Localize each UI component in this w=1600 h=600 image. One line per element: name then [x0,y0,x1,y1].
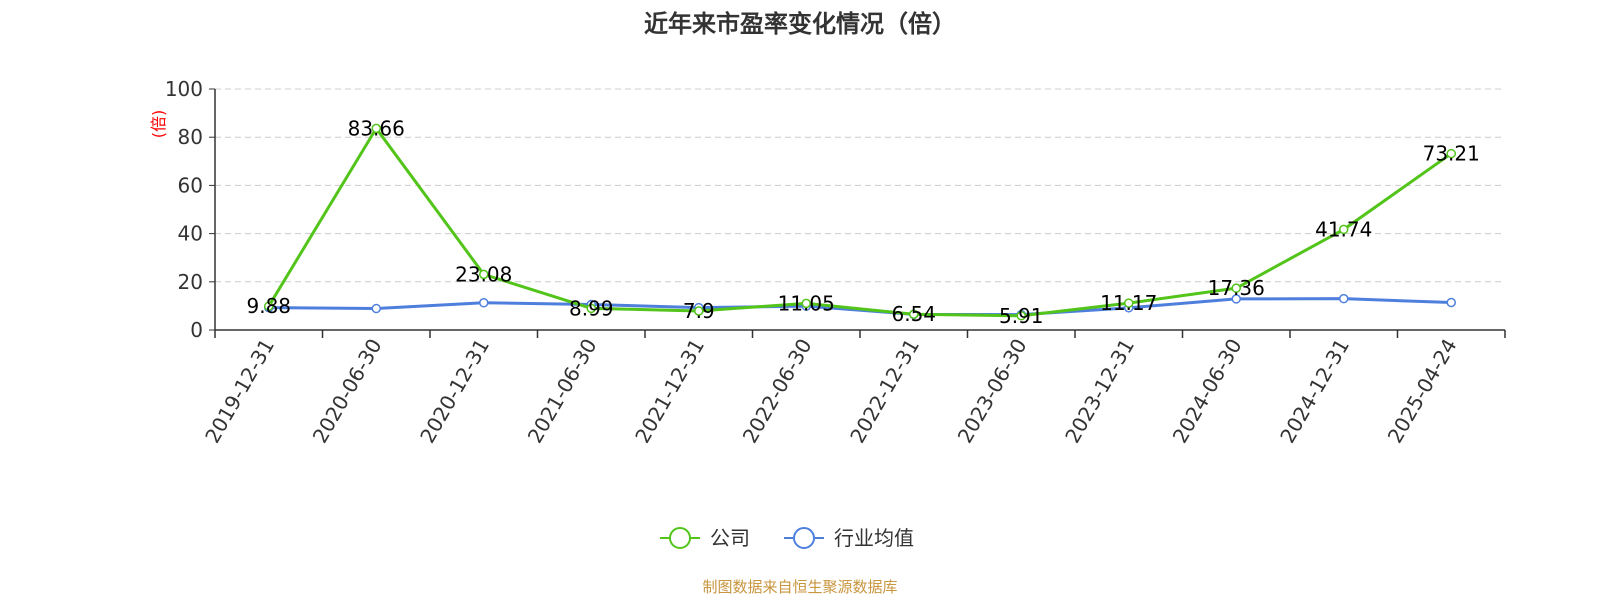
data-label-9: 17.36 [1208,276,1265,300]
x-tick-label-6: 2022-12-31 [845,335,924,448]
series-0-point-9 [1231,283,1241,293]
x-tick-label-0: 2019-12-31 [200,335,279,448]
series-line-1 [268,297,1452,317]
axes [209,88,1506,338]
gridlines [215,88,1505,283]
source-note: 制图数据来自恒生聚源数据库 [702,578,897,596]
y-tick-label-100: 100 [165,77,203,101]
series-0-point-0 [264,301,274,311]
series-0-point-11 [1446,148,1456,159]
series-0-point-3 [586,303,596,314]
x-tick-label-11: 2025-04-24 [1383,335,1462,448]
data-label-8: 11.17 [1100,291,1157,315]
legend-company-marker-icon [669,527,691,549]
series-0-point-2 [479,269,489,280]
series-1-point-1 [371,303,381,314]
data-label-11: 73.21 [1423,142,1480,166]
series-line-0 [267,126,1453,318]
data-label-10: 41.74 [1315,217,1372,241]
legend-industry-label: 行业均值 [834,526,914,550]
series-0-point-4 [694,306,704,316]
y-axis-label: (倍) [149,110,168,139]
series-1-point-11 [1446,297,1456,308]
series-0-point-10 [1339,224,1349,235]
y-tick-label-20: 20 [178,270,203,294]
series-0-point-6 [909,309,919,319]
series-0-point-7 [1016,311,1026,321]
series-1-point-9 [1231,294,1241,304]
x-tick-label-5: 2022-06-30 [738,335,817,448]
data-label-3: 8.99 [569,296,614,320]
x-tick-label-8: 2023-12-31 [1060,335,1139,448]
x-tick-label-7: 2023-06-30 [953,335,1032,448]
data-label-1: 83.66 [348,116,405,140]
data-labels: 9.88 83.66 23.08 8.99 7.9 11.05 6.54 5.91 11.17 1… [246,116,1479,327]
series-0-point-1 [371,123,381,134]
series-0-point-5 [801,298,811,309]
data-label-5: 11.05 [778,291,835,315]
x-tick-labels: 2019-12-31 2020-06-30 2020-12-31 2021-06-30… [200,335,1461,448]
y-tick-label-60: 60 [178,173,203,197]
x-tick-label-10: 2024-12-31 [1275,335,1354,448]
y-tick-label-40: 40 [178,222,203,246]
y-tick-label-0: 0 [190,318,203,342]
legend-item-industry[interactable]: 行业均值 [784,526,914,550]
data-label-2: 23.08 [455,262,512,286]
y-tick-labels: 0 20 40 60 80 100 [165,77,203,342]
y-tick-label-80: 80 [178,125,203,149]
chart-title: 近年来市盈率变化情况（倍） [644,10,956,38]
legend[interactable]: 公司 行业均值 [660,526,914,550]
legend-item-company[interactable]: 公司 [660,526,750,550]
series-group [264,123,1456,321]
data-label-0: 9.88 [246,294,291,318]
legend-company-label: 公司 [710,526,750,550]
x-tick-label-9: 2024-06-30 [1168,335,1247,448]
legend-industry-marker-icon [793,527,815,549]
series-1-point-2 [479,298,489,308]
series-1-point-10 [1339,293,1349,304]
data-label-7: 5.91 [999,304,1044,328]
data-label-4: 7.9 [683,299,715,323]
x-tick-label-2: 2020-12-31 [415,335,494,448]
data-label-6: 6.54 [891,302,936,326]
x-tick-label-3: 2021-06-30 [523,335,602,448]
x-tick-label-4: 2021-12-31 [630,335,709,448]
series-0-point-8 [1124,298,1134,308]
x-tick-label-1: 2020-06-30 [308,335,387,448]
